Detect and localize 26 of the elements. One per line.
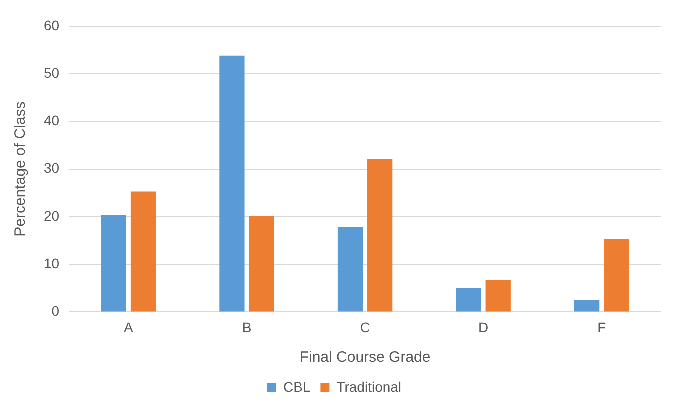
y-tick-label: 50 [44,64,60,81]
bar [101,215,126,312]
legend-label: CBL [283,378,311,395]
y-tick-label: 0 [52,303,60,320]
y-tick-label: 60 [44,17,60,34]
bar [220,56,245,312]
bar [486,280,511,312]
legend-label: Traditional [336,378,402,395]
bar [130,192,156,312]
y-tick-label: 30 [44,160,60,176]
bar [574,300,600,312]
x-tick-label: A [124,319,134,336]
y-tick-label: 10 [44,255,60,272]
bar [456,288,482,312]
bar [368,159,393,312]
x-tick-label: F [598,319,606,336]
x-tick-label: D [478,319,489,336]
bar [604,239,630,312]
y-tick-label: 40 [44,112,60,129]
y-tick-label: 20 [44,208,60,224]
y-axis-title: Percentage of Class [12,102,30,237]
x-axis-title: Final Course Grade [300,349,431,366]
bar [338,227,364,312]
x-tick-label: C [360,319,370,336]
x-tick-label: B [242,319,252,336]
bar [249,216,274,312]
